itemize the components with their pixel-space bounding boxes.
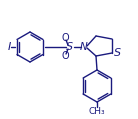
Text: O: O [61,51,69,61]
Text: O: O [61,33,69,43]
Text: S: S [113,48,121,58]
Text: N: N [80,42,88,52]
Text: I: I [7,42,11,52]
Text: S: S [66,42,74,52]
Text: CH₃: CH₃ [89,107,105,116]
